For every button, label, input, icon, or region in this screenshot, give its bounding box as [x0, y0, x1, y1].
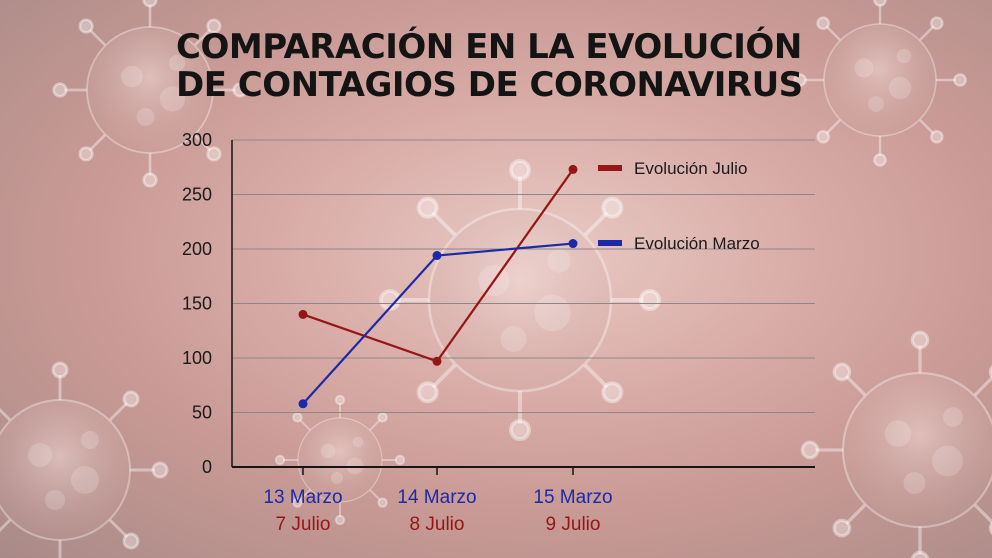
data-point: [568, 164, 578, 174]
x-category-label-bottom: 9 Julio: [546, 514, 601, 535]
series-line-julio: [302, 168, 574, 363]
x-category-label-bottom: 7 Julio: [276, 514, 331, 535]
legend-label: Evolución Marzo: [634, 234, 760, 253]
y-tick-label: 200: [182, 239, 212, 259]
y-tick-label: 50: [192, 403, 212, 423]
series-lines: [298, 164, 578, 409]
x-category-label-bottom: 8 Julio: [410, 514, 465, 535]
x-category-label-top: 15 Marzo: [533, 487, 612, 508]
y-axis-tick-labels: 0 50 100 150 200 250 300: [182, 130, 212, 477]
chart-title: COMPARACIÓN EN LA EVOLUCIÓN DE CONTAGIOS…: [176, 28, 803, 104]
data-point: [432, 251, 442, 261]
series-line-marzo: [302, 242, 574, 405]
legend-swatch: [598, 240, 622, 246]
legend-label: Evolución Julio: [634, 159, 747, 178]
data-point: [568, 239, 578, 249]
chart-title-line-1: COMPARACIÓN EN LA EVOLUCIÓN: [176, 27, 802, 67]
x-axis-category-labels: 13 Marzo 7 Julio 14 Marzo 8 Julio 15 Marzo 9 …: [263, 487, 612, 535]
y-tick-label: 300: [182, 130, 212, 150]
grid-lines: [232, 139, 815, 413]
data-point: [432, 356, 442, 366]
x-category-label-top: 13 Marzo: [263, 487, 342, 508]
y-tick-label: 150: [182, 294, 212, 314]
y-tick-label: 250: [182, 185, 212, 205]
data-point: [298, 399, 308, 409]
y-tick-label: 0: [202, 457, 212, 477]
x-category-label-top: 14 Marzo: [397, 487, 476, 508]
legend-swatch: [598, 165, 622, 171]
y-tick-label: 100: [182, 348, 212, 368]
chart-title-line-2: DE CONTAGIOS DE CORONAVIRUS: [176, 65, 803, 105]
data-point: [298, 309, 308, 319]
axes: [231, 140, 815, 475]
legend: Evolución Julio Evolución Marzo: [598, 159, 760, 253]
